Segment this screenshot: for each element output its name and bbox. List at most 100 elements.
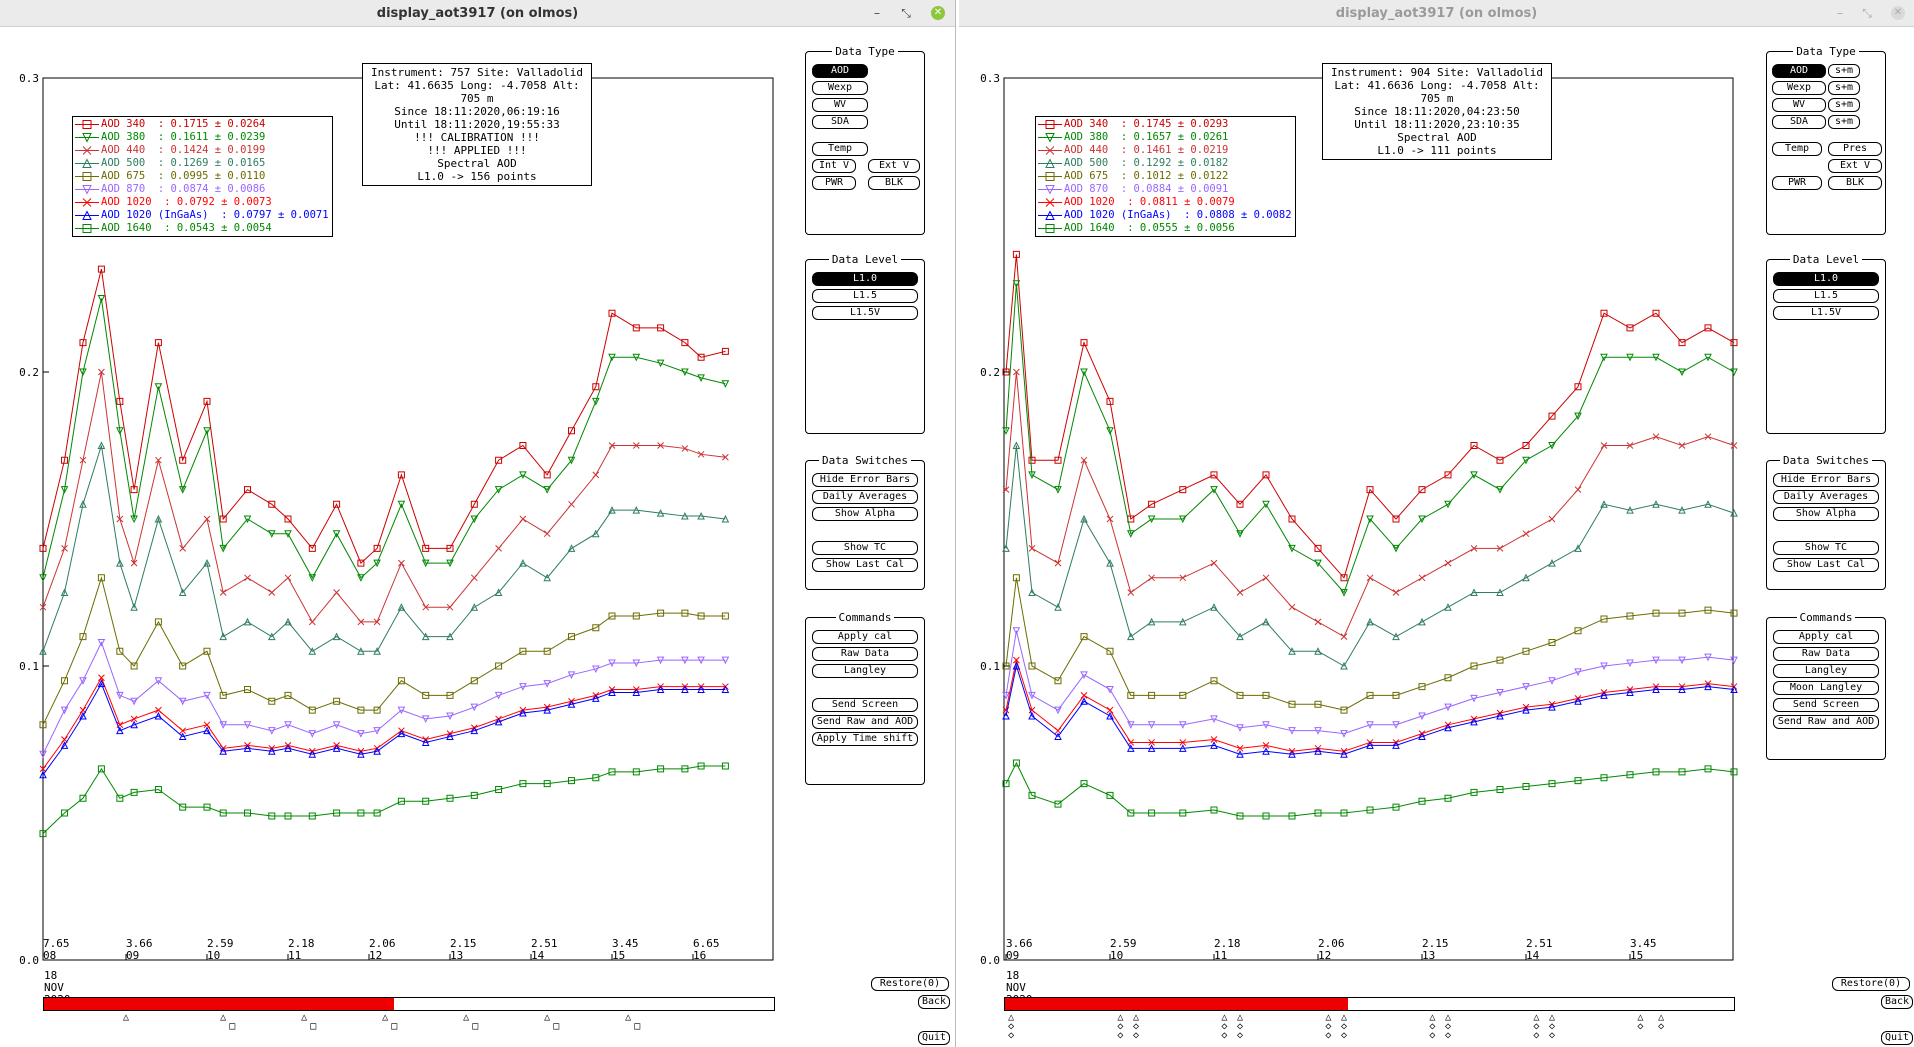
apply-time-shift-button[interactable]: Apply Time shift bbox=[812, 732, 918, 746]
data-point bbox=[1392, 691, 1400, 699]
datatype-wexp-sm-button[interactable]: s+m bbox=[1828, 81, 1860, 95]
restore-button[interactable]: Restore(0) bbox=[1832, 977, 1910, 991]
data-point bbox=[1054, 732, 1062, 741]
datatype-aod-button[interactable]: AOD bbox=[1772, 64, 1826, 78]
back-button[interactable]: Back bbox=[918, 995, 950, 1009]
blk-button[interactable]: BLK bbox=[1828, 176, 1882, 190]
data-point bbox=[1574, 627, 1582, 635]
tick-value: 7.65 bbox=[43, 937, 70, 950]
minimize-icon[interactable]: – bbox=[874, 6, 880, 20]
datatype-aod-button[interactable]: AOD bbox=[812, 64, 868, 78]
level-l1-5-button[interactable]: L1.5 bbox=[812, 289, 918, 303]
left-titlebar[interactable]: display_aot3917 (on olmos) – ⤡ ✕ bbox=[0, 0, 955, 27]
close-icon[interactable]: ✕ bbox=[931, 6, 945, 20]
data-point bbox=[397, 500, 406, 509]
moon-langley-button[interactable]: Moon Langley bbox=[1773, 681, 1879, 695]
data-point bbox=[373, 544, 381, 552]
series-line bbox=[1005, 254, 1735, 579]
right-titlebar[interactable]: display_aot3917 (on olmos) – ⤡ ✕ bbox=[959, 0, 1914, 27]
data-point bbox=[1340, 633, 1348, 640]
maximize-icon[interactable]: ⤡ bbox=[1862, 6, 1872, 20]
pwr-button[interactable]: PWR bbox=[1772, 176, 1822, 190]
datatype-wv-button[interactable]: WV bbox=[1772, 98, 1826, 112]
data-point bbox=[308, 706, 316, 714]
y-tick-label: 0.3 bbox=[980, 72, 1000, 85]
minimize-icon[interactable]: – bbox=[1837, 6, 1843, 20]
pwr-button[interactable]: PWR bbox=[812, 176, 856, 190]
raw-data-button[interactable]: Raw Data bbox=[812, 647, 918, 661]
data-point bbox=[494, 588, 503, 596]
data-point bbox=[470, 791, 478, 799]
int-v-button[interactable]: Int V bbox=[812, 159, 856, 173]
datatype-sda-button[interactable]: SDA bbox=[812, 115, 868, 129]
quit-button[interactable]: Quit bbox=[1881, 1031, 1913, 1045]
hide-error-bars-button[interactable]: Hide Error Bars bbox=[1773, 473, 1879, 487]
apply-cal-button[interactable]: Apply cal bbox=[1773, 630, 1879, 644]
show-last-cal-button[interactable]: Show Last Cal bbox=[1773, 558, 1879, 572]
data-point bbox=[203, 803, 211, 811]
date-day: 18 bbox=[1006, 969, 1020, 982]
show-tc-button[interactable]: Show TC bbox=[812, 541, 918, 555]
blk-button[interactable]: BLK bbox=[868, 176, 920, 190]
quit-button[interactable]: Quit bbox=[918, 1031, 950, 1045]
data-point bbox=[1626, 612, 1634, 620]
show-alpha-button[interactable]: Show Alpha bbox=[1773, 507, 1879, 521]
data-point bbox=[470, 677, 478, 685]
data-point bbox=[1470, 694, 1478, 703]
show-last-cal-button[interactable]: Show Last Cal bbox=[812, 558, 918, 572]
data-point bbox=[1678, 609, 1686, 617]
level-l1-0-button[interactable]: L1.0 bbox=[812, 272, 918, 286]
raw-data-button[interactable]: Raw Data bbox=[1773, 647, 1879, 661]
temp-button[interactable]: Temp bbox=[1772, 142, 1822, 156]
datatype-wexp-button[interactable]: Wexp bbox=[1772, 81, 1826, 95]
datatype-aod-sm-button[interactable]: s+m bbox=[1828, 64, 1860, 78]
data-point bbox=[1210, 806, 1218, 814]
tick-hour: 10 bbox=[1110, 949, 1124, 962]
langley-button[interactable]: Langley bbox=[812, 664, 918, 678]
time-range-bar[interactable] bbox=[43, 997, 775, 1011]
show-tc-button[interactable]: Show TC bbox=[1773, 541, 1879, 555]
temp-button[interactable]: Temp bbox=[812, 142, 868, 156]
data-point bbox=[1704, 682, 1712, 691]
datatype-sda-button[interactable]: SDA bbox=[1772, 115, 1826, 129]
send-raw-and-aod-button[interactable]: Send Raw and AOD bbox=[1773, 715, 1879, 729]
x-tick-label: 2.51 14 bbox=[531, 938, 571, 962]
datatype-wv-sm-button[interactable]: s+m bbox=[1828, 98, 1860, 112]
level-l1-5v-button[interactable]: L1.5V bbox=[812, 306, 918, 320]
show-alpha-button[interactable]: Show Alpha bbox=[812, 507, 918, 521]
send-screen-button[interactable]: Send Screen bbox=[812, 698, 918, 712]
daily-averages-button[interactable]: Daily Averages bbox=[1773, 490, 1879, 504]
datatype-sda-sm-button[interactable]: s+m bbox=[1828, 115, 1860, 129]
langley-button[interactable]: Langley bbox=[1773, 664, 1879, 678]
send-raw-and-aod-button[interactable]: Send Raw and AOD bbox=[812, 715, 918, 729]
info-line: Since 18:11:2020,04:23:50 bbox=[1354, 105, 1520, 118]
tick-value: 2.18 bbox=[288, 937, 315, 950]
close-icon[interactable]: ✕ bbox=[1891, 6, 1905, 20]
data-point bbox=[39, 574, 47, 582]
back-button[interactable]: Back bbox=[1881, 995, 1913, 1009]
data-point bbox=[130, 662, 138, 670]
ext-v-button[interactable]: Ext V bbox=[1828, 159, 1882, 173]
datatype-wexp-button[interactable]: Wexp bbox=[812, 81, 868, 95]
series-line bbox=[1005, 371, 1735, 638]
ext-v-button[interactable]: Ext V bbox=[868, 159, 920, 173]
legend-marker bbox=[1038, 133, 1062, 143]
apply-cal-button[interactable]: Apply cal bbox=[812, 630, 918, 644]
legend-text: AOD 440 : 0.1461 ± 0.0219 bbox=[1064, 144, 1229, 156]
restore-button[interactable]: Restore(0) bbox=[871, 977, 949, 991]
daily-averages-button[interactable]: Daily Averages bbox=[812, 490, 918, 504]
level-l1-5-button[interactable]: L1.5 bbox=[1773, 289, 1879, 303]
level-l1-0-button[interactable]: L1.0 bbox=[1773, 272, 1879, 286]
data-point bbox=[116, 726, 124, 735]
pres-button[interactable]: Pres bbox=[1828, 142, 1882, 156]
level-l1-5v-button[interactable]: L1.5V bbox=[1773, 306, 1879, 320]
time-range-bar[interactable] bbox=[1004, 997, 1735, 1011]
hide-error-bars-button[interactable]: Hide Error Bars bbox=[812, 473, 918, 487]
data-point bbox=[1080, 692, 1088, 699]
data-point bbox=[397, 471, 405, 479]
datatype-wv-button[interactable]: WV bbox=[812, 98, 868, 112]
data-point bbox=[608, 309, 616, 317]
send-screen-button[interactable]: Send Screen bbox=[1773, 698, 1879, 712]
data-point bbox=[1179, 809, 1187, 817]
maximize-icon[interactable]: ⤡ bbox=[901, 6, 911, 20]
